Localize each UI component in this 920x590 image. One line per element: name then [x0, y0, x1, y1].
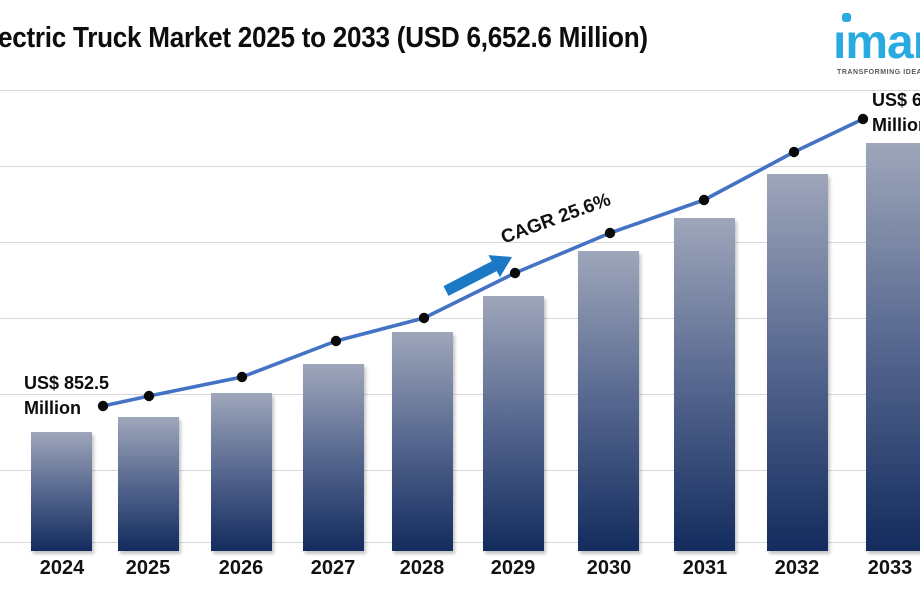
- logo-dot-icon: [842, 13, 851, 22]
- x-axis-label-2027: 2027: [310, 557, 356, 579]
- annotation-2033-value: US$ 6,652.6 Million: [872, 88, 920, 138]
- bar-2024: [31, 432, 92, 551]
- growth-arrow-icon: [443, 255, 512, 296]
- gridline: [0, 166, 920, 167]
- bar-2026: [211, 393, 272, 551]
- x-axis-label-2024: 2024: [39, 557, 85, 579]
- gridline: [0, 90, 920, 91]
- trend-marker: [857, 113, 869, 125]
- x-axis-label-2025: 2025: [125, 557, 171, 579]
- cagr-label: CAGR 25.6%: [498, 189, 614, 249]
- x-axis-label-2032: 2032: [774, 557, 820, 579]
- gridline: [0, 542, 920, 543]
- trend-marker: [143, 390, 155, 402]
- x-axis-label-2028: 2028: [399, 557, 445, 579]
- x-axis-label-2031: 2031: [682, 557, 728, 579]
- bar-2027: [303, 364, 364, 551]
- trend-marker: [788, 146, 800, 158]
- bar-2032: [767, 174, 828, 551]
- bar-2029: [483, 296, 544, 551]
- trend-marker: [509, 267, 521, 279]
- bar-2025: [118, 417, 179, 551]
- bar-2031: [674, 218, 735, 551]
- bar-2033: [866, 143, 920, 551]
- annotation-2024-value: US$ 852.5 Million: [24, 371, 109, 421]
- logo-wordmark: ımarc: [833, 16, 920, 69]
- x-axis-label-2033: 2033: [867, 557, 913, 579]
- logo-tagline: TRANSFORMING IDEAS: [837, 69, 920, 76]
- trend-marker: [236, 371, 248, 383]
- chart-title: ectric Truck Market 2025 to 2033 (USD 6,…: [0, 22, 648, 54]
- x-axis-label-2030: 2030: [586, 557, 632, 579]
- annotation-2024-line1: US$ 852.5: [24, 373, 110, 393]
- annotation-2033-line1: US$ 6,652.6: [872, 90, 920, 110]
- trend-marker: [330, 335, 342, 347]
- bar-2030: [578, 251, 639, 551]
- x-axis-label-2029: 2029: [490, 557, 536, 579]
- annotation-2033-line2: Million: [872, 115, 920, 135]
- gridline: [0, 470, 920, 471]
- bar-2028: [392, 332, 453, 551]
- annotation-2024-line2: Million: [24, 398, 81, 418]
- x-axis-label-2026: 2026: [218, 557, 264, 579]
- trend-marker: [698, 194, 710, 206]
- trend-marker: [604, 227, 616, 239]
